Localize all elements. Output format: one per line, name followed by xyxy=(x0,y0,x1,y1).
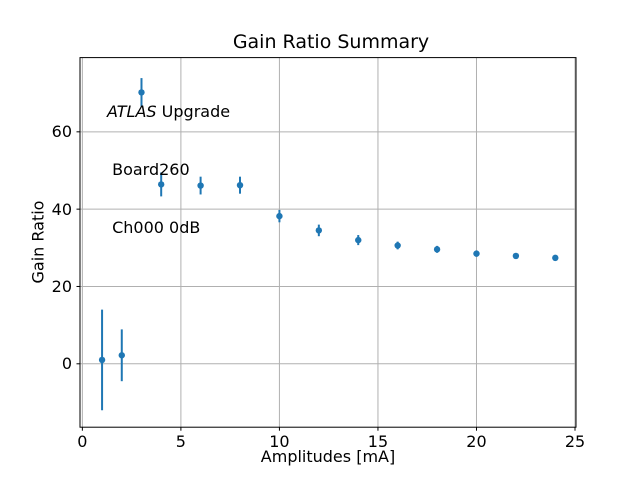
data-point xyxy=(315,227,323,234)
data-point xyxy=(157,181,165,188)
axes-spines xyxy=(79,57,577,428)
data-point xyxy=(236,181,244,189)
data-point xyxy=(512,252,520,260)
annotation-experiment-name: ATLAS xyxy=(107,102,157,122)
data-point xyxy=(394,242,401,249)
annotation-line-2: Board260 xyxy=(107,160,190,180)
y-tick-label: 0 xyxy=(61,354,72,374)
x-tick-label: 15 xyxy=(367,432,389,451)
x-tick-label: 20 xyxy=(466,432,487,451)
y-tick-label: 60 xyxy=(51,122,72,142)
data-point xyxy=(433,246,441,253)
x-axis-label: Amplitudes [mA] xyxy=(260,447,396,466)
y-tick-label: 40 xyxy=(51,199,72,219)
annotation-line-1-rest: Upgrade xyxy=(156,102,231,122)
plot-annotation: ATLAS Upgrade Board260 Ch000 0dB xyxy=(107,64,230,275)
x-tick-label: 10 xyxy=(269,432,290,451)
x-tick-label: 5 xyxy=(175,432,186,451)
x-tick-label: 0 xyxy=(77,432,88,451)
data-point xyxy=(276,212,283,220)
y-tick-label: 20 xyxy=(51,276,72,296)
data-point xyxy=(473,250,480,257)
data-point xyxy=(138,89,145,96)
data-point xyxy=(118,352,125,359)
data-point xyxy=(197,182,204,189)
data-point xyxy=(355,236,362,244)
annotation-line-3: Ch000 0dB xyxy=(107,217,201,237)
chart-title: Gain Ratio Summary xyxy=(232,31,430,53)
annotation-line-1: ATLAS Upgrade xyxy=(107,102,230,121)
x-tick-label: 25 xyxy=(564,432,586,451)
data-point xyxy=(552,254,559,262)
data-point xyxy=(98,356,106,364)
